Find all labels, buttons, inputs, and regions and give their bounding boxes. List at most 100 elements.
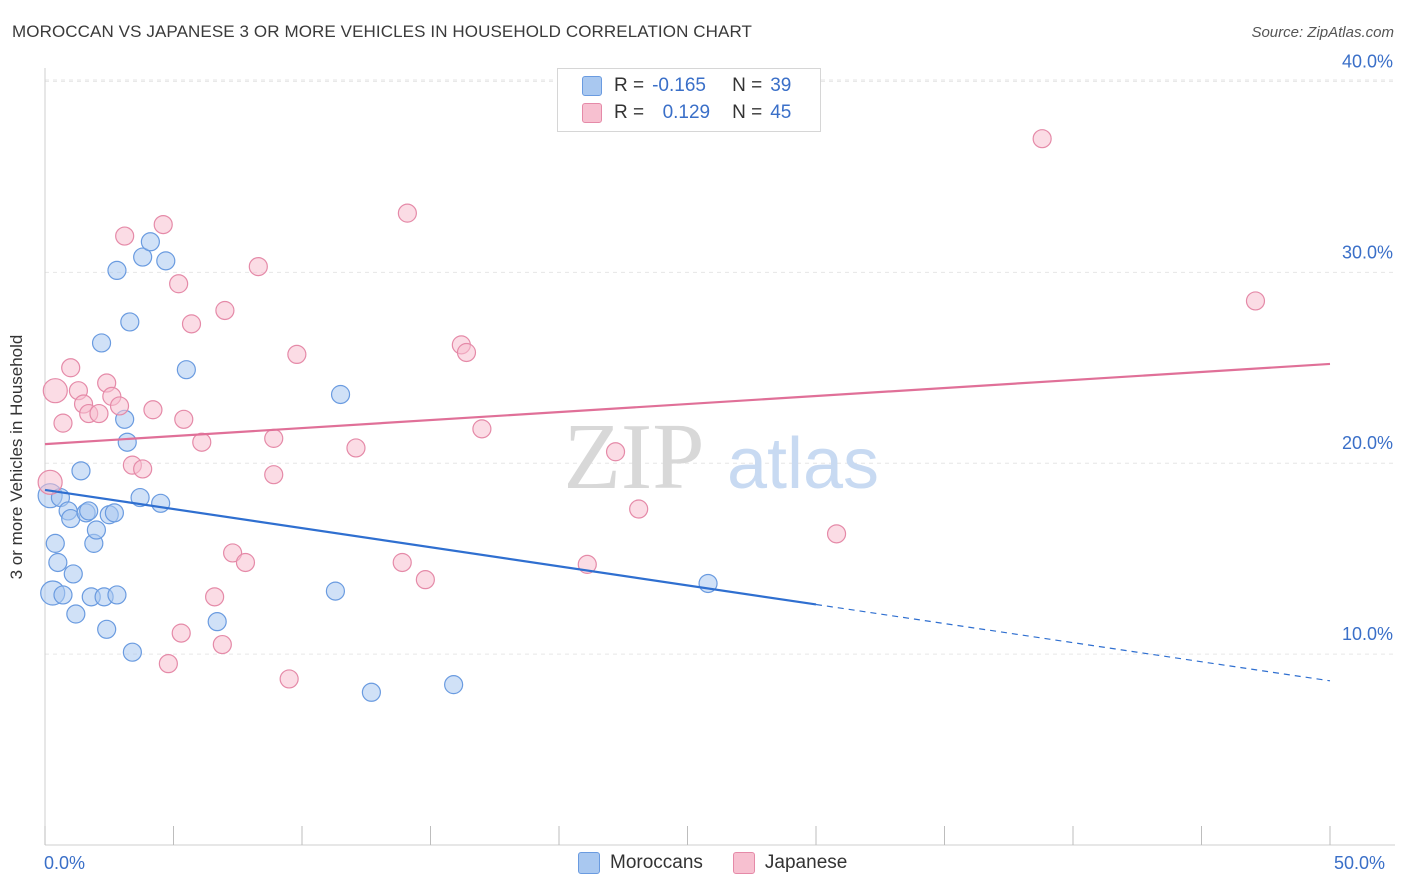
legend-swatch-japanese — [732, 852, 755, 874]
data-point-moroccans — [176, 360, 196, 380]
watermark-atlas: atlas — [727, 424, 879, 504]
data-point-moroccans — [325, 581, 346, 601]
data-point-japanese — [174, 409, 194, 429]
data-point-moroccans — [122, 642, 142, 662]
stats-legend: R = -0.165 N = 39 R = 0.129 N = 45 — [557, 68, 821, 132]
data-point-japanese — [287, 344, 307, 365]
legend-row-moroccans: R = -0.165 N = 39 — [582, 74, 791, 98]
data-point-moroccans — [107, 260, 127, 281]
data-point-japanese — [1245, 291, 1266, 311]
data-point-moroccans — [156, 251, 176, 271]
y-tick-labels: 10.0% 20.0% 30.0% 40.0% — [1342, 51, 1393, 644]
legend-label-moroccans: Moroccans — [610, 852, 703, 873]
data-point-moroccans — [120, 312, 140, 332]
data-point-japanese — [215, 300, 235, 321]
data-point-japanese — [169, 274, 189, 294]
legend-n-value: 39 — [770, 75, 792, 96]
data-point-japanese — [223, 543, 243, 563]
data-point-moroccans — [71, 461, 91, 481]
data-point-japanese — [42, 378, 68, 404]
x-tick-label-max: 50.0% — [1334, 853, 1386, 873]
data-point-japanese — [472, 419, 492, 439]
legend-item-moroccans: Moroccans — [578, 852, 703, 874]
data-point-japanese — [133, 459, 153, 479]
legend-n-label: N = — [732, 102, 763, 123]
y-tick-label: 20.0% — [1342, 433, 1393, 453]
trend-line-moroccans — [44, 488, 817, 606]
data-point-japanese — [279, 669, 299, 689]
data-point-japanese — [61, 358, 81, 378]
data-point-moroccans — [104, 503, 124, 523]
data-point-moroccans — [117, 432, 137, 452]
data-point-moroccans — [86, 520, 107, 540]
data-point-moroccans — [444, 675, 464, 695]
data-point-moroccans — [91, 333, 112, 353]
data-point-japanese — [629, 499, 649, 519]
data-point-moroccans — [151, 493, 171, 513]
data-point-moroccans — [63, 564, 83, 584]
legend-r-label: R = — [614, 102, 645, 123]
legend-swatch-japanese — [582, 103, 602, 123]
data-point-japanese — [109, 396, 130, 416]
data-point-japanese — [89, 403, 109, 424]
data-point-japanese — [205, 587, 225, 607]
watermark-zip: ZIP — [564, 405, 705, 509]
legend-swatch-moroccans — [582, 76, 602, 96]
points — [37, 129, 1266, 702]
legend-n-label: N = — [732, 75, 763, 96]
data-point-japanese — [264, 465, 284, 485]
trend-line-extension-moroccans — [815, 603, 1331, 682]
y-axis-label: 3 or more Vehicles in Household — [7, 334, 26, 580]
series-legend: Moroccans Japanese — [578, 852, 877, 874]
data-point-japanese — [346, 438, 366, 458]
data-point-japanese — [248, 256, 268, 277]
data-point-japanese — [37, 469, 63, 495]
legend-row-japanese: R = 0.129 N = 45 — [582, 101, 791, 125]
y-tick-label: 10.0% — [1342, 624, 1393, 644]
axes — [44, 68, 1395, 846]
data-point-moroccans — [45, 533, 65, 553]
data-point-moroccans — [107, 585, 127, 605]
data-point-japanese — [605, 442, 626, 462]
legend-r-value: -0.165 — [652, 75, 706, 96]
data-point-japanese — [1032, 129, 1052, 149]
data-point-japanese — [392, 552, 412, 573]
trend-lines — [44, 362, 1331, 682]
legend-n-value: 45 — [770, 102, 792, 123]
data-point-japanese — [456, 342, 477, 363]
legend-r-label: R = — [614, 75, 645, 96]
y-tick-label: 40.0% — [1342, 51, 1393, 71]
data-point-moroccans — [133, 247, 153, 267]
data-point-moroccans — [140, 232, 160, 252]
data-point-japanese — [212, 634, 232, 655]
watermark: ZIP atlas — [564, 405, 880, 509]
data-point-japanese — [826, 524, 847, 544]
y-tick-label: 30.0% — [1342, 242, 1393, 262]
legend-item-japanese: Japanese — [732, 852, 848, 874]
data-point-japanese — [153, 214, 173, 235]
data-point-japanese — [53, 413, 73, 433]
data-point-japanese — [171, 623, 191, 643]
data-point-moroccans — [48, 552, 68, 573]
data-point-japanese — [192, 432, 212, 452]
data-point-japanese — [115, 226, 135, 246]
data-point-moroccans — [207, 612, 227, 632]
data-point-moroccans — [53, 585, 73, 605]
data-point-japanese — [415, 570, 435, 590]
legend-label-japanese: Japanese — [764, 852, 848, 873]
data-point-moroccans — [130, 487, 150, 508]
data-point-japanese — [143, 400, 163, 420]
x-tick-label-min: 0.0% — [44, 853, 86, 873]
chart-title: MOROCCAN VS JAPANESE 3 OR MORE VEHICLES … — [12, 22, 753, 41]
legend-swatch-moroccans — [578, 852, 600, 874]
data-point-moroccans — [97, 619, 117, 639]
legend-r-value: 0.129 — [662, 102, 711, 123]
data-point-moroccans — [361, 682, 381, 702]
data-point-moroccans — [66, 604, 86, 624]
data-point-japanese — [397, 203, 417, 223]
data-point-japanese — [235, 552, 256, 573]
trend-line-japanese — [44, 362, 1331, 446]
data-point-japanese — [158, 654, 178, 674]
source-label: Source: ZipAtlas.com — [1251, 24, 1394, 41]
